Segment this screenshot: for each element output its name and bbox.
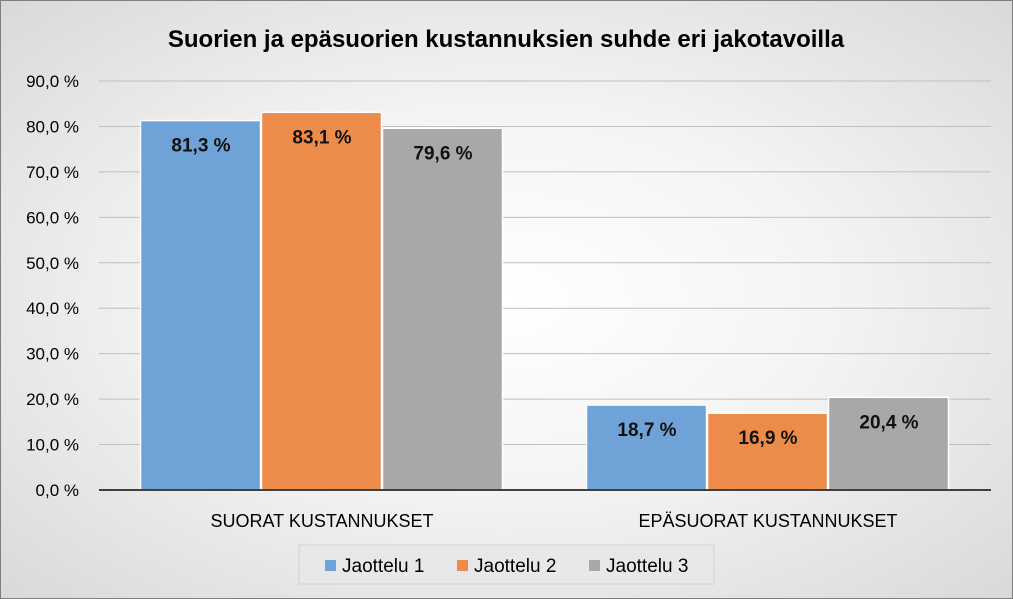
y-axis-tick-labels: 0,0 % 10,0 % 20,0 % 30,0 % 40,0 % 50,0 % 60,0 … (26, 72, 79, 500)
bar-jaottelu-2-1 (706, 412, 829, 491)
bar-jaottelu-1-0 (139, 119, 262, 491)
legend-label: Jaottelu 3 (606, 556, 688, 577)
legend-label: Jaottelu 1 (342, 556, 424, 577)
x-category-label: EPÄSUORAT KUSTANNUKSET (638, 511, 897, 531)
legend: Jaottelu 1 Jaottelu 2 Jaottelu 3 (298, 544, 715, 585)
legend-swatch (589, 560, 600, 571)
y-tick-label: 90,0 % (26, 72, 79, 91)
y-tick-label: 70,0 % (26, 163, 79, 182)
x-axis-category-labels: SUORAT KUSTANNUKSET EPÄSUORAT KUSTANNUKSE… (210, 511, 897, 531)
data-label: 16,9 % (738, 428, 797, 449)
data-label: 83,1 % (292, 127, 351, 148)
legend-swatch (457, 560, 468, 571)
y-tick-label: 50,0 % (26, 254, 79, 273)
chart-title: Suorien ja epäsuorien kustannuksien suhd… (168, 26, 845, 53)
y-tick-label: 60,0 % (26, 208, 79, 227)
y-tick-label: 80,0 % (26, 117, 79, 136)
legend-box (298, 544, 715, 585)
x-category-label: SUORAT KUSTANNUKSET (210, 511, 433, 531)
legend-swatch (325, 560, 336, 571)
data-label: 79,6 % (413, 143, 472, 164)
legend-label: Jaottelu 2 (474, 556, 556, 577)
data-label: 81,3 % (171, 136, 230, 157)
bar-jaottelu-3-1 (827, 396, 950, 491)
bar-jaottelu-1-1 (585, 404, 708, 491)
bar-jaottelu-2-0 (260, 111, 383, 491)
y-tick-label: 30,0 % (26, 345, 79, 364)
bar-jaottelu-3-0 (381, 127, 504, 491)
data-label: 20,4 % (859, 412, 918, 433)
y-tick-label: 20,0 % (26, 390, 79, 409)
data-label: 18,7 % (617, 420, 676, 441)
y-tick-label: 10,0 % (26, 436, 79, 455)
y-tick-label: 40,0 % (26, 299, 79, 318)
bars (139, 111, 950, 491)
y-tick-label: 0,0 % (36, 481, 79, 500)
data-labels: 81,3 % 83,1 % 79,6 % 18,7 % 16,9 % 20,4 % (171, 127, 918, 449)
